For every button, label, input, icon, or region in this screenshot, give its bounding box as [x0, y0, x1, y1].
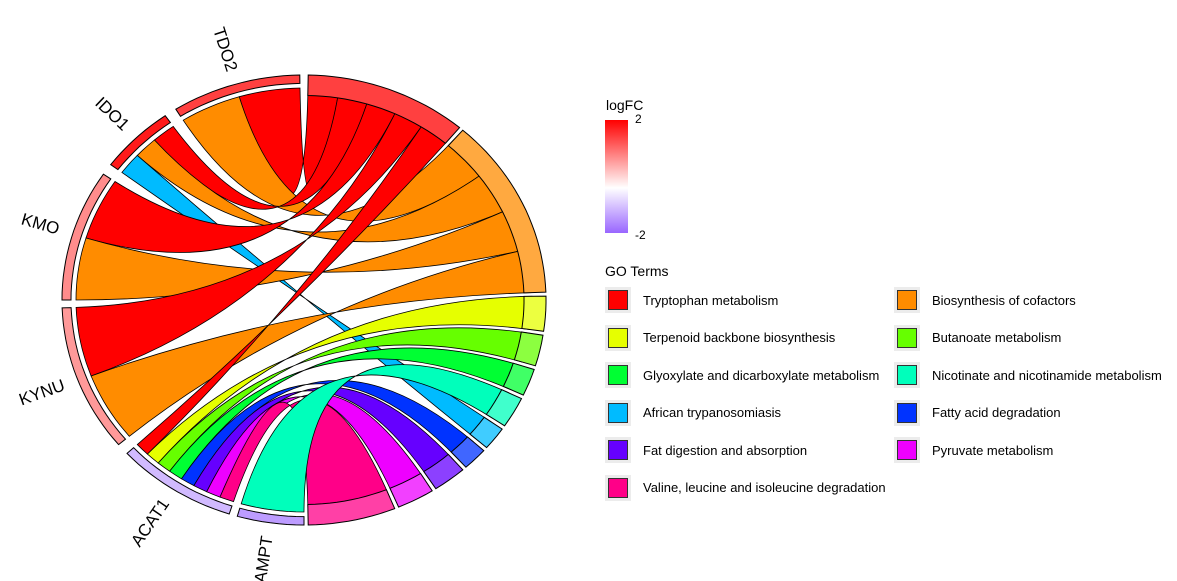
colorbar-min-label: -2	[635, 228, 646, 242]
legend-swatch	[894, 362, 920, 388]
term-arc-glyoxylate-and-dicarboxylate-metabolism	[502, 362, 535, 396]
legend-swatch	[894, 324, 920, 351]
legend-label: Biosynthesis of cofactors	[932, 292, 1076, 308]
chord-diagram: TDO2 IDO1 KMO KYNU ACAT1 NAMPT	[16, 25, 547, 581]
term-arc-pyruvate-metabolism	[389, 472, 433, 508]
legend-item-butanoate-metabolism: Butanoate metabolism	[894, 323, 1061, 353]
legend-swatch	[605, 437, 631, 463]
legend-item-nicotinate-and-nicotinamide-metabolism: Nicotinate and nicotinamide metabolism	[894, 360, 1162, 390]
legend-label: Pyruvate metabolism	[932, 442, 1054, 458]
legend-swatch	[605, 474, 631, 501]
legend-label: Fat digestion and absorption	[643, 442, 808, 458]
legend-item-valine-leucine-and-isoleucine-degradation: Valine, leucine and isoleucine degradati…	[605, 473, 886, 503]
legend-swatch	[894, 437, 920, 463]
legend-swatch	[894, 399, 920, 426]
chord-sector-arcs	[61, 74, 547, 526]
term-arc-terpenoid-backbone-biosynthesis	[521, 295, 547, 332]
term-arc-fatty-acid-degradation	[450, 436, 485, 468]
gene-label-kmo: KMO	[19, 210, 61, 239]
term-arc-tryptophan-metabolism	[307, 74, 461, 144]
ribbon-kynu-biosynthesis-of-cofactors	[90, 249, 533, 437]
term-arc-african-trypanosomiasis	[469, 416, 503, 449]
go-terms-legend-title: GO Terms	[605, 263, 669, 279]
gene-label-tdo2: TDO2	[209, 25, 241, 74]
colorbar-max-label: 2	[635, 112, 642, 126]
legend-swatch	[605, 324, 631, 351]
legend-swatch	[605, 362, 631, 388]
legend-item-tryptophan-metabolism: Tryptophan metabolism	[605, 285, 778, 315]
gene-label-nampt: NAMPT	[249, 535, 277, 581]
term-arc-biosynthesis-of-cofactors	[447, 129, 547, 294]
gene-label-kynu: KYNU	[16, 376, 67, 410]
legend-item-terpenoid-backbone-biosynthesis: Terpenoid backbone biosynthesis	[605, 323, 835, 353]
gene-label-ido1: IDO1	[91, 93, 133, 134]
legend-label: Fatty acid degradation	[932, 405, 1061, 420]
logfc-colorbar	[605, 120, 628, 233]
legend-swatch	[605, 287, 631, 313]
legend-label: Nicotinate and nicotinamide metabolism	[932, 367, 1162, 383]
term-arc-nicotinate-and-nicotinamide-metabolism	[485, 389, 523, 427]
logfc-legend-title: logFC	[606, 97, 644, 113]
gene-arc-acat1	[126, 447, 233, 515]
ribbon-nampt-nicotinate-and-nicotinamide-metabolism	[240, 364, 510, 513]
legend-label: Terpenoid backbone biosynthesis	[643, 330, 836, 345]
gene-arc-kmo	[61, 173, 112, 301]
legend-item-fat-digestion-and-absorption: Fat digestion and absorption	[605, 435, 807, 465]
legend-swatch	[605, 399, 631, 426]
gene-arc-kynu	[61, 307, 127, 446]
gene-arc-nampt	[236, 507, 305, 526]
term-arc-fat-digestion-and-absorption	[423, 453, 464, 490]
legend-label: Valine, leucine and isoleucine degradati…	[643, 480, 886, 495]
term-arc-valine-leucine-and-isoleucine-degradation	[307, 489, 396, 526]
gene-label-acat1: ACAT1	[127, 495, 173, 550]
legend-item-biosynthesis-of-cofactors: Biosynthesis of cofactors	[894, 285, 1076, 315]
legend-item-fatty-acid-degradation: Fatty acid degradation	[894, 398, 1061, 428]
legend-label: African trypanosomiasis	[643, 405, 781, 420]
legend-item-pyruvate-metabolism: Pyruvate metabolism	[894, 435, 1053, 465]
legend-label: Glyoxylate and dicarboxylate metabolism	[643, 367, 880, 383]
legend-swatch	[894, 287, 920, 313]
gene-arc-ido1	[109, 115, 172, 171]
term-arc-butanoate-metabolism	[513, 331, 544, 367]
legend-label: Tryptophan metabolism	[643, 292, 779, 308]
chord-ribbons	[75, 87, 533, 513]
legend-item-glyoxylate-and-dicarboxylate-metabolism: Glyoxylate and dicarboxylate metabolism	[605, 360, 879, 390]
legend-label: Butanoate metabolism	[932, 330, 1062, 345]
gene-arc-tdo2	[175, 74, 301, 117]
legend-item-african-trypanosomiasis: African trypanosomiasis	[605, 398, 781, 428]
